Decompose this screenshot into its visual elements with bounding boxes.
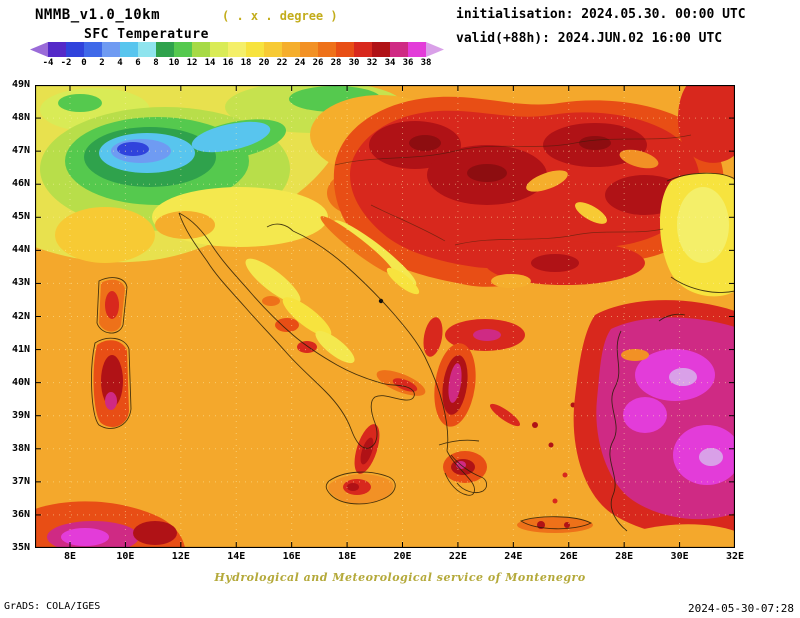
- lon-tick-label: 24E: [504, 551, 523, 562]
- lat-tick-label: 41N: [11, 343, 30, 355]
- model-title: NMMB_v1.0_10km: [35, 7, 161, 23]
- colorbar-segment: [264, 42, 282, 57]
- colorbar-segment: [156, 42, 174, 57]
- lat-tick-label: 49N: [11, 79, 30, 90]
- colorbar-segment: [48, 42, 66, 57]
- grid-resolution-note: ( . x . degree ): [222, 9, 338, 23]
- colorbar-segment: [372, 42, 390, 57]
- lon-tick-label: 30E: [670, 551, 689, 562]
- colorbar-segment: [426, 42, 444, 57]
- colorbar-tick-label: 30: [348, 58, 360, 68]
- colorbar-segment: [300, 42, 318, 57]
- colorbar-segment: [30, 42, 48, 57]
- lat-tick-label: 48N: [11, 112, 30, 124]
- colorbar-ticks: -4 -2 0 2 4 6 8 10 12 14 16 18 20 22 24 26 28 30 32 34 36 38: [30, 58, 460, 69]
- variable-title: SFC Temperature: [84, 27, 209, 42]
- colorbar-tick-label: 6: [135, 58, 141, 68]
- colorbar-segment: [246, 42, 264, 57]
- lon-tick-label: 32E: [725, 551, 745, 562]
- colorbar-segment: [210, 42, 228, 57]
- colorbar-tick-label: 12: [186, 58, 198, 68]
- colorbar-tick-label: 38: [420, 58, 432, 68]
- lon-tick-label: 28E: [615, 551, 634, 562]
- lat-tick-label: 47N: [11, 145, 30, 157]
- temperature-map: [34, 81, 741, 553]
- lat-tick-label: 35N: [11, 542, 30, 553]
- colorbar-tick-label: 22: [276, 58, 288, 68]
- colorbar-segment: [228, 42, 246, 57]
- lat-tick-label: 38N: [11, 442, 30, 454]
- lon-tick-label: 14E: [227, 551, 246, 562]
- colorbar-segment: [282, 42, 300, 57]
- lat-tick-label: 39N: [11, 409, 30, 421]
- lat-tick-label: 44N: [11, 244, 30, 256]
- colorbar-tick-label: 34: [384, 58, 396, 68]
- colorbar-tick-label: 8: [153, 58, 159, 68]
- colorbar: [30, 42, 444, 57]
- lat-tick-label: 43N: [11, 277, 30, 289]
- colorbar-tick-label: -2: [60, 58, 72, 68]
- colorbar-segment: [102, 42, 120, 57]
- colorbar-tick-label: 26: [312, 58, 324, 68]
- colorbar-tick-label: -4: [42, 58, 54, 68]
- colorbar-segment: [138, 42, 156, 57]
- colorbar-tick-label: 36: [402, 58, 414, 68]
- colorbar-segment: [66, 42, 84, 57]
- colorbar-segment: [318, 42, 336, 57]
- lat-tick-label: 36N: [11, 508, 30, 520]
- lon-tick-label: 26E: [559, 551, 578, 562]
- lon-tick-label: 12E: [171, 551, 190, 562]
- colorbar-segment: [192, 42, 210, 57]
- initialisation-time: initialisation: 2024.05.30. 00:00 UTC: [456, 7, 746, 22]
- map-frame: [34, 81, 741, 553]
- map-frame-rect: [34, 84, 736, 549]
- render-timestamp: 2024-05-30-07:28: [688, 602, 794, 615]
- colorbar-segment: [120, 42, 138, 57]
- lat-tick-label: 46N: [11, 178, 30, 190]
- colorbar-tick-label: 24: [294, 58, 306, 68]
- lat-tick-label: 37N: [11, 475, 30, 487]
- lat-tick-label: 40N: [11, 376, 30, 388]
- lon-tick-label: 16E: [282, 551, 301, 562]
- lat-axis: 49N 48N 47N 46N 45N 44N 43N 42N 41N 40N 39N 38N 37N 3…: [0, 79, 32, 553]
- colorbar-segment: [408, 42, 426, 57]
- colorbar-tick-label: 18: [240, 58, 252, 68]
- map-field-blobs: [35, 81, 741, 553]
- lat-tick-label: 45N: [11, 211, 30, 223]
- colorbar-tick-label: 20: [258, 58, 270, 68]
- lon-tick-label: 18E: [338, 551, 357, 562]
- colorbar-tick-label: 28: [330, 58, 342, 68]
- colorbar-tick-label: 32: [366, 58, 378, 68]
- colorbar-tick-label: 14: [204, 58, 216, 68]
- lon-tick-label: 20E: [393, 551, 412, 562]
- colorbar-tick-label: 10: [168, 58, 180, 68]
- colorbar-segment: [174, 42, 192, 57]
- colorbar-segment: [354, 42, 372, 57]
- colorbar-segment: [390, 42, 408, 57]
- lon-tick-label: 8E: [63, 551, 77, 562]
- lon-tick-label: 22E: [448, 551, 467, 562]
- lat-tick-label: 42N: [11, 310, 30, 322]
- colorbar-tick-label: 0: [81, 58, 87, 68]
- credit-line: Hydrological and Meteorological service …: [214, 571, 586, 584]
- colorbar-tick-label: 4: [117, 58, 123, 68]
- lon-tick-label: 10E: [116, 551, 135, 562]
- colorbar-tick-label: 2: [99, 58, 105, 68]
- valid-time: valid(+88h): 2024.JUN.02 16:00 UTC: [456, 31, 723, 46]
- colorbar-tick-label: 16: [222, 58, 234, 68]
- colorbar-segment: [336, 42, 354, 57]
- lon-axis: 8E 10E 12E 14E 16E 18E 20E 22E 24E 26E 28E 30E 32E: [35, 551, 744, 564]
- colorbar-segment: [84, 42, 102, 57]
- grads-credit: GrADS: COLA/IGES: [4, 601, 101, 612]
- map-coastlines: [91, 134, 736, 532]
